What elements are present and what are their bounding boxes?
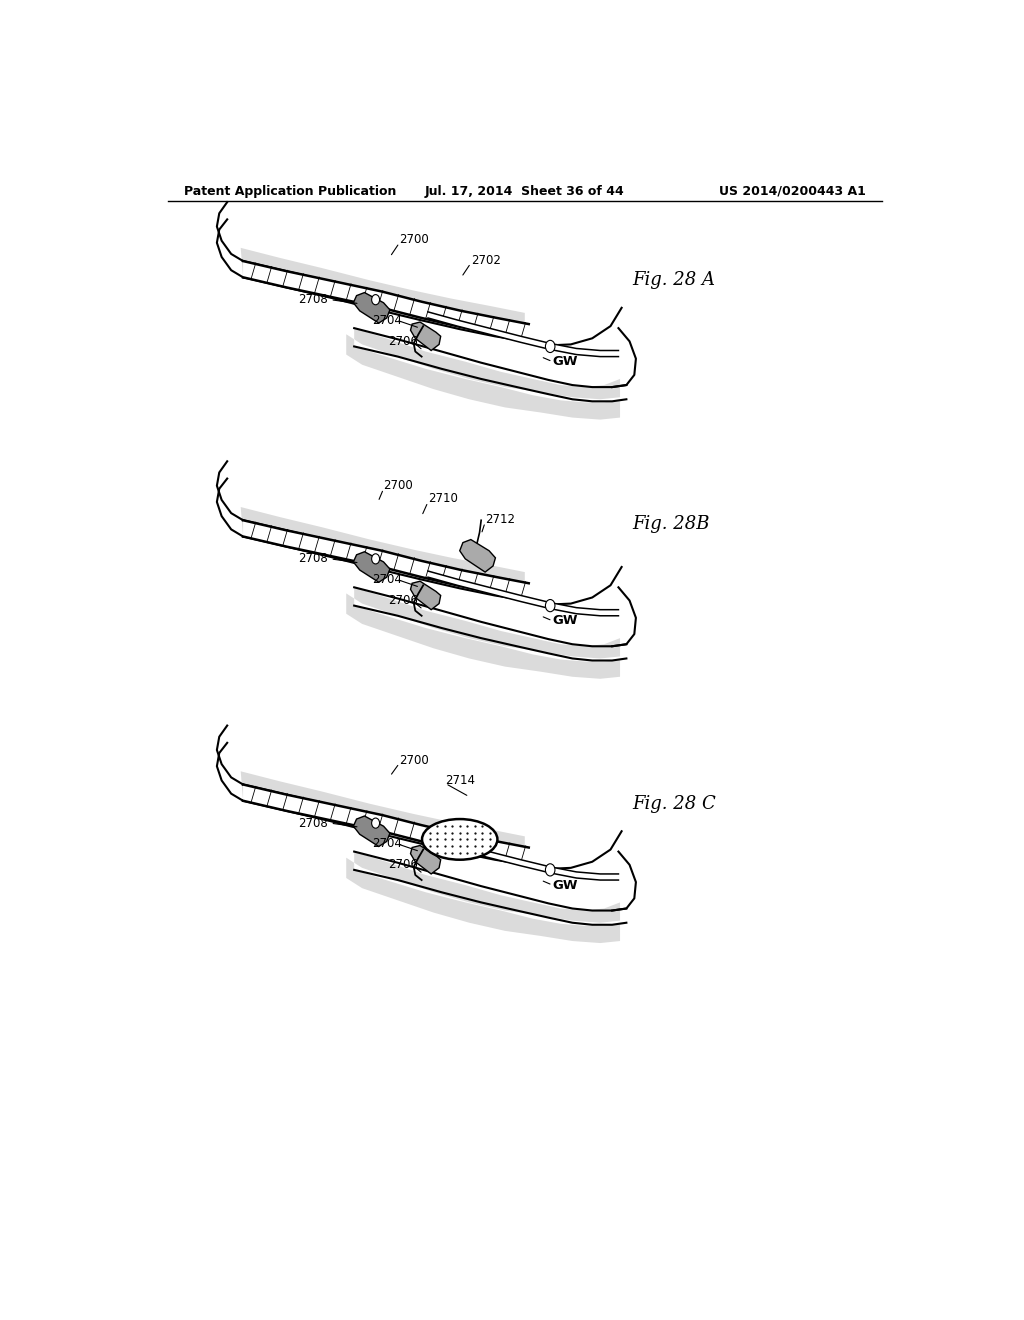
Text: 2704: 2704 [373, 573, 402, 586]
Text: GW: GW [553, 614, 579, 627]
Polygon shape [353, 816, 390, 846]
Text: 2712: 2712 [485, 512, 515, 525]
Text: 2700: 2700 [399, 754, 429, 767]
Text: 2704: 2704 [373, 314, 402, 326]
Text: 2710: 2710 [428, 492, 458, 506]
Polygon shape [428, 572, 618, 615]
Text: 2708: 2708 [299, 817, 329, 830]
Text: GW: GW [553, 879, 579, 891]
Text: GW: GW [553, 355, 579, 368]
Text: 2704: 2704 [373, 837, 402, 850]
Polygon shape [241, 248, 524, 342]
Polygon shape [411, 581, 440, 610]
Circle shape [546, 863, 555, 876]
Text: 2702: 2702 [471, 253, 501, 267]
Circle shape [372, 294, 380, 305]
Polygon shape [460, 540, 496, 572]
Polygon shape [411, 322, 440, 351]
Polygon shape [411, 846, 440, 874]
Polygon shape [346, 329, 620, 420]
Text: Fig. 28 A: Fig. 28 A [632, 272, 715, 289]
Polygon shape [241, 507, 524, 601]
Circle shape [372, 554, 380, 564]
Text: 2700: 2700 [399, 234, 429, 247]
Polygon shape [353, 552, 390, 582]
Polygon shape [346, 587, 620, 678]
Polygon shape [353, 293, 390, 323]
Text: 2708: 2708 [299, 552, 329, 565]
Text: 2706: 2706 [388, 858, 418, 871]
Circle shape [546, 341, 555, 352]
Polygon shape [346, 851, 620, 942]
Text: 2700: 2700 [384, 479, 414, 492]
Text: 2708: 2708 [299, 293, 329, 306]
Text: Jul. 17, 2014  Sheet 36 of 44: Jul. 17, 2014 Sheet 36 of 44 [425, 185, 625, 198]
Text: US 2014/0200443 A1: US 2014/0200443 A1 [719, 185, 866, 198]
Circle shape [372, 818, 380, 828]
Polygon shape [428, 836, 618, 880]
Polygon shape [428, 312, 618, 356]
Polygon shape [243, 520, 528, 599]
Circle shape [546, 599, 555, 611]
Text: Patent Application Publication: Patent Application Publication [183, 185, 396, 198]
Polygon shape [241, 771, 524, 865]
Text: 2714: 2714 [445, 774, 475, 787]
Text: 2706: 2706 [388, 594, 418, 607]
Text: Fig. 28B: Fig. 28B [632, 515, 710, 533]
Polygon shape [243, 784, 528, 863]
Text: Fig. 28 C: Fig. 28 C [632, 795, 716, 813]
Polygon shape [243, 261, 528, 341]
Ellipse shape [422, 818, 498, 859]
Text: 2706: 2706 [388, 335, 418, 348]
